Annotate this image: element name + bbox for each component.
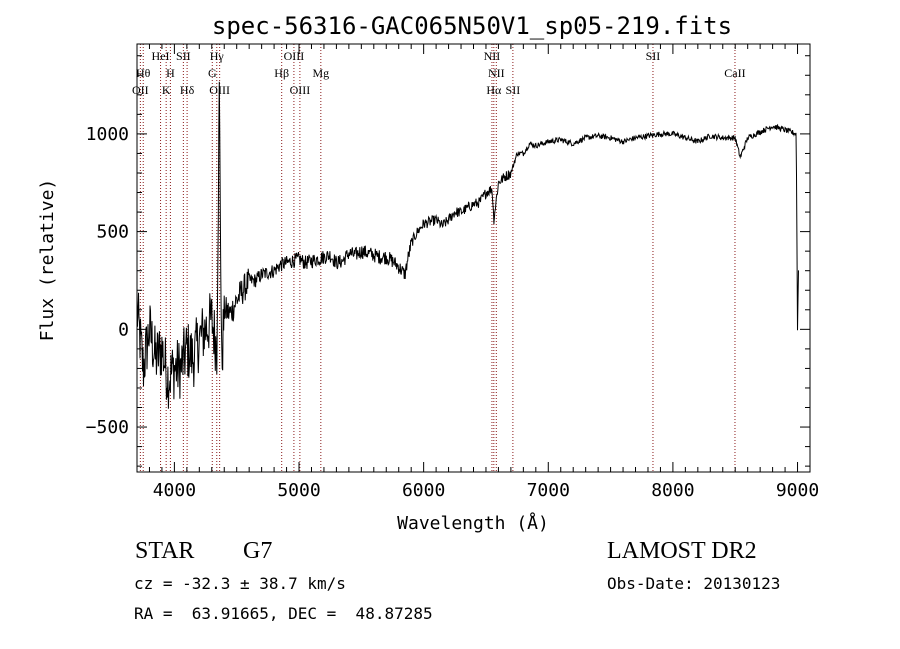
y-axis-label: Flux (relative): [37, 179, 58, 342]
redshift-text: cz = -32.3 ± 38.7 km/s: [134, 574, 346, 593]
line-marker-label-0: OII: [132, 83, 149, 97]
y-tick-label-1000: 1000: [86, 124, 129, 145]
y-tick-label--500: −500: [86, 417, 129, 438]
line-marker-label-4: H: [166, 66, 175, 80]
x-axis-label: Wavelength (Å): [397, 512, 549, 534]
plot-frame: [136, 43, 811, 473]
line-marker-label-3: K: [162, 83, 171, 97]
emission-line-markers: [139, 44, 736, 472]
survey-name: LAMOST DR2: [607, 538, 757, 564]
y-tick-label-0: 0: [118, 319, 129, 340]
x-tick-label-9000: 9000: [776, 480, 819, 501]
line-marker-label-18: SII: [646, 49, 661, 63]
spectrum-line: [136, 81, 799, 409]
line-marker-label-8: Hγ: [210, 49, 225, 63]
observation-date: Obs-Date: 20130123: [607, 574, 781, 593]
object-class: STAR: [135, 538, 195, 564]
chart-title: spec-56316-GAC065N50V1_sp05-219.fits: [212, 12, 732, 40]
object-subclass: G7: [243, 538, 273, 564]
x-tick-label-8000: 8000: [651, 480, 694, 501]
line-marker-label-12: OIII: [290, 83, 311, 97]
x-tick-label-4000: 4000: [153, 480, 196, 501]
line-marker-label-15: Hα: [486, 83, 502, 97]
line-marker-label-14: NII: [484, 49, 501, 63]
line-marker-label-11: OIII: [284, 49, 305, 63]
coordinates-text: RA = 63.91665, DEC = 48.87285: [134, 604, 433, 623]
x-tick-label-5000: 5000: [277, 480, 320, 501]
line-marker-label-7: G: [208, 66, 217, 80]
x-axis-ticks: 4000 5000 6000 7000 8000 9000: [136, 44, 819, 501]
y-tick-label-500: 500: [96, 222, 129, 243]
line-marker-label-6: Hδ: [180, 83, 195, 97]
line-marker-label-13: Mg: [312, 66, 329, 80]
x-tick-label-6000: 6000: [402, 480, 445, 501]
line-marker-label-2: HeI: [152, 49, 170, 63]
emission-line-labels: OIIHθHeIKHSIIHδGHγOIIIHβOIIIOIIIMgNIIHαN…: [132, 49, 746, 97]
line-marker-label-16: NII: [488, 66, 505, 80]
line-marker-label-10: Hβ: [274, 66, 289, 80]
y-axis-ticks: −500 0 500 1000: [86, 55, 810, 467]
line-marker-label-1: Hθ: [136, 66, 151, 80]
line-marker-label-17: SII: [506, 83, 521, 97]
line-marker-label-5: SII: [176, 49, 191, 63]
plot-data-area: [136, 81, 799, 409]
line-marker-label-19: CaII: [724, 66, 745, 80]
x-tick-label-7000: 7000: [527, 480, 570, 501]
